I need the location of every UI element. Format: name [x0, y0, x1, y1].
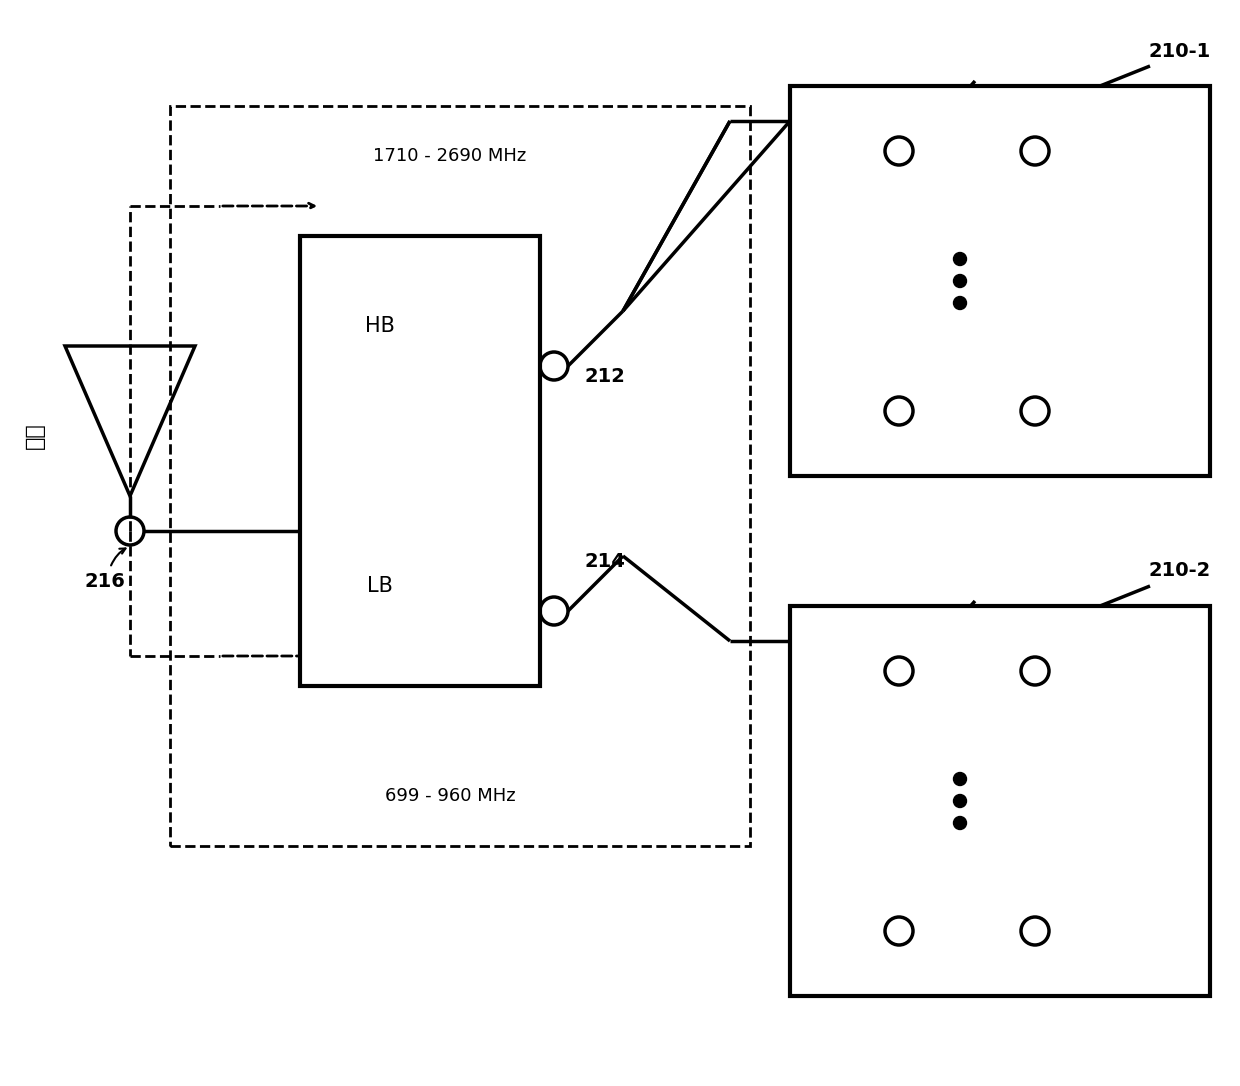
- Text: 210-1: 210-1: [1149, 41, 1211, 61]
- Text: HB: HB: [365, 316, 394, 336]
- Text: 216: 216: [84, 571, 125, 591]
- Circle shape: [954, 795, 966, 808]
- Circle shape: [954, 817, 966, 830]
- Text: 214: 214: [585, 552, 626, 570]
- Text: 1710 - 2690 MHz: 1710 - 2690 MHz: [373, 147, 527, 165]
- Bar: [790, 606, 1210, 996]
- Text: 212: 212: [585, 366, 626, 386]
- Circle shape: [954, 275, 966, 288]
- Bar: [790, 86, 1210, 476]
- Circle shape: [954, 296, 966, 310]
- Bar: [170, 106, 750, 846]
- Text: 210-2: 210-2: [1149, 561, 1211, 581]
- Text: 天線: 天線: [25, 422, 45, 450]
- Text: LB: LB: [367, 576, 393, 596]
- Circle shape: [954, 253, 966, 265]
- Text: 699 - 960 MHz: 699 - 960 MHz: [384, 787, 516, 805]
- Bar: [300, 236, 539, 686]
- Circle shape: [954, 772, 966, 785]
